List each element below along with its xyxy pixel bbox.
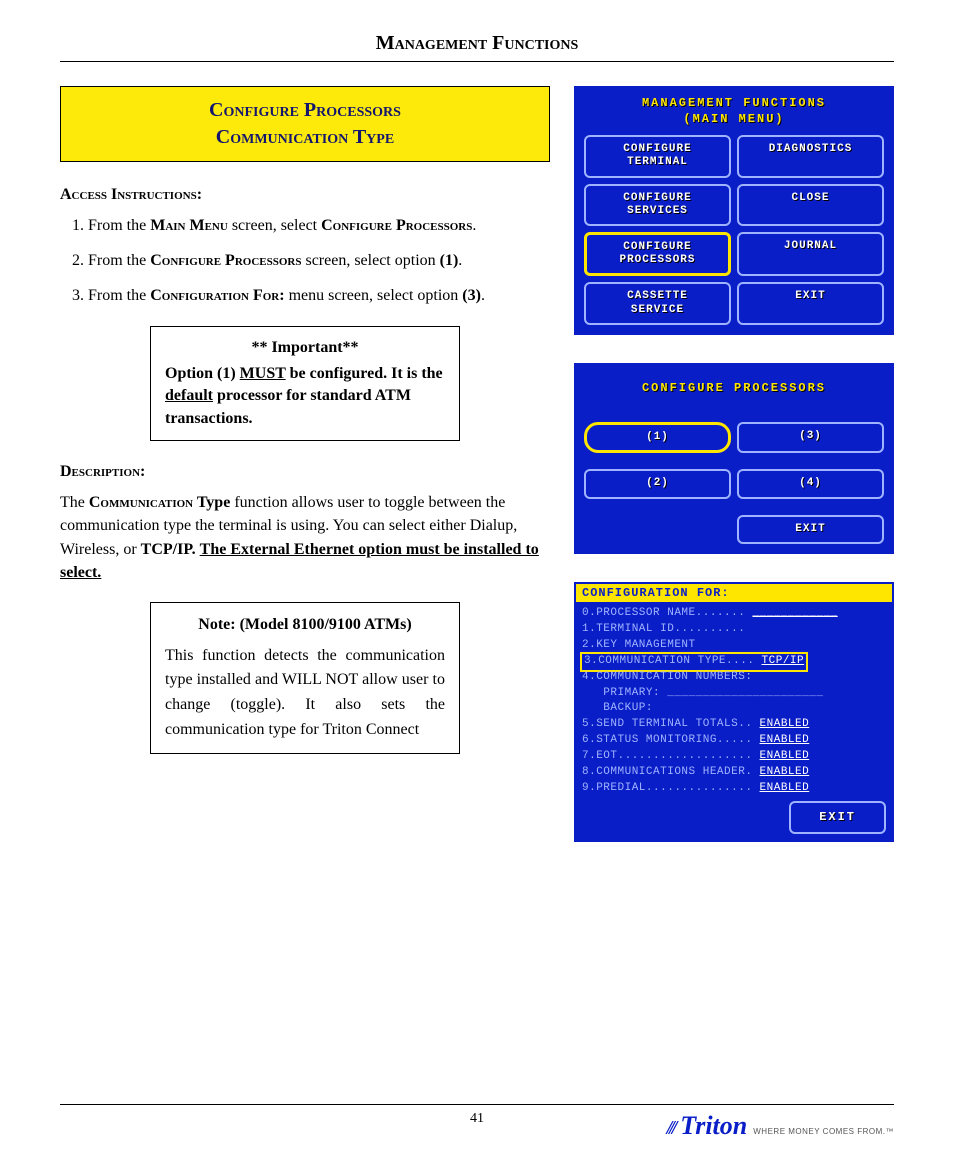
text-b: Type xyxy=(193,494,230,511)
section-title-line1: Configure Processors xyxy=(73,97,537,124)
atm-menu-button[interactable]: EXIT xyxy=(737,282,884,324)
atm-menu-button[interactable]: CONFIGURETERMINAL xyxy=(584,135,731,177)
atm1-title-l1: MANAGEMENT FUNCTIONS xyxy=(584,96,884,112)
note-title: Note: (Model 8100/9100 ATMs) xyxy=(165,613,445,638)
atm-config-line[interactable]: 8.COMMUNICATIONS HEADER. ENABLED xyxy=(582,765,886,781)
atm-config-line[interactable]: 6.STATUS MONITORING..... ENABLED xyxy=(582,733,886,749)
atm-config-line[interactable]: 2.KEY MANAGEMENT xyxy=(582,638,886,654)
atm2-button-grid: (1)(3)(2)(4) EXIT xyxy=(584,422,884,544)
description-label: Description: xyxy=(60,463,550,481)
text: . xyxy=(472,217,476,234)
atm-config-line[interactable]: 0.PROCESSOR NAME....... ____________ xyxy=(582,606,886,622)
access-step-2: From the Configure Processors screen, se… xyxy=(88,249,550,272)
text-sc: Configuration For: xyxy=(150,287,284,304)
page-header: Management Functions xyxy=(60,32,894,62)
text: be configured. It is the xyxy=(286,365,443,382)
text: menu screen, select option xyxy=(285,287,463,304)
text: screen, select option xyxy=(301,252,439,269)
important-callout: ** Important** Option (1) MUST be config… xyxy=(150,326,460,442)
text-u: default xyxy=(165,387,213,404)
page-footer: 41 /// Triton WHERE MONEY COMES FROM.™ xyxy=(60,1104,894,1141)
text: . xyxy=(481,287,485,304)
atm3-body: 0.PROCESSOR NAME....... ____________1.TE… xyxy=(576,602,892,841)
section-title-box: Configure Processors Communication Type xyxy=(60,86,550,162)
atm-option-button[interactable]: (2) xyxy=(584,469,731,498)
atm-menu-button[interactable]: DIAGNOSTICS xyxy=(737,135,884,177)
important-text: Option (1) MUST be configured. It is the… xyxy=(165,363,445,430)
atm-option-button[interactable]: (4) xyxy=(737,469,884,498)
atm3-title: CONFIGURATION FOR: xyxy=(576,584,892,602)
text-sc: Communication xyxy=(89,494,193,511)
atm-menu-button[interactable]: JOURNAL xyxy=(737,232,884,276)
atm-menu-button[interactable]: CASSETTESERVICE xyxy=(584,282,731,324)
text-b: TCP/IP. xyxy=(141,541,196,558)
brand-name: Triton xyxy=(680,1111,747,1141)
text-u: MUST xyxy=(240,365,286,382)
atm-config-line[interactable]: 3.COMMUNICATION TYPE.... TCP/IP xyxy=(582,654,886,670)
section-title-line2: Communication Type xyxy=(73,124,537,151)
text-sc: Configure Processors xyxy=(321,217,472,234)
content-columns: Configure Processors Communication Type … xyxy=(60,86,894,842)
atm-config-line[interactable]: 7.EOT................... ENABLED xyxy=(582,749,886,765)
text: From the xyxy=(88,217,150,234)
atm-exit-button[interactable]: EXIT xyxy=(789,801,886,834)
access-step-1: From the Main Menu screen, select Config… xyxy=(88,214,550,237)
atm-config-line[interactable]: 1.TERMINAL ID.......... xyxy=(582,622,886,638)
atm-screen-main-menu: MANAGEMENT FUNCTIONS (MAIN MENU) CONFIGU… xyxy=(574,86,894,335)
text-b: (1) xyxy=(440,252,459,269)
access-list: From the Main Menu screen, select Config… xyxy=(88,214,550,308)
atm-config-line[interactable]: BACKUP: xyxy=(582,701,886,717)
atm-screen-configure-processors: CONFIGURE PROCESSORS (1)(3)(2)(4) EXIT xyxy=(574,363,894,554)
atm-exit-button[interactable]: EXIT xyxy=(737,515,884,544)
atm-menu-button[interactable]: CONFIGUREPROCESSORS xyxy=(584,232,731,276)
atm-config-line[interactable]: 9.PREDIAL............... ENABLED xyxy=(582,781,886,797)
access-label: Access Instructions: xyxy=(60,186,550,204)
text: screen, select xyxy=(228,217,321,234)
text-sc: Main Menu xyxy=(150,217,228,234)
atm2-title: CONFIGURE PROCESSORS xyxy=(584,381,884,397)
text-b: (3) xyxy=(462,287,481,304)
brand-stripes-icon: /// xyxy=(667,1117,675,1140)
atm-config-line[interactable]: 5.SEND TERMINAL TOTALS.. ENABLED xyxy=(582,717,886,733)
atm-menu-button[interactable]: CONFIGURESERVICES xyxy=(584,184,731,226)
brand-tagline: WHERE MONEY COMES FROM.™ xyxy=(753,1127,894,1136)
text: . xyxy=(458,252,462,269)
left-column: Configure Processors Communication Type … xyxy=(60,86,550,842)
text: The xyxy=(60,494,89,511)
note-callout: Note: (Model 8100/9100 ATMs) This functi… xyxy=(150,602,460,754)
atm3-exit-row: EXIT xyxy=(582,801,886,834)
brand-logo: /// Triton WHERE MONEY COMES FROM.™ xyxy=(667,1111,894,1141)
text-sc: Configure Processors xyxy=(150,252,301,269)
atm-config-line[interactable]: PRIMARY: ______________________ xyxy=(582,686,886,702)
atm-menu-button[interactable]: CLOSE xyxy=(737,184,884,226)
atm-screen-configuration-for: CONFIGURATION FOR: 0.PROCESSOR NAME.....… xyxy=(574,582,894,843)
atm-option-button[interactable]: (3) xyxy=(737,422,884,453)
atm1-title: MANAGEMENT FUNCTIONS (MAIN MENU) xyxy=(584,96,884,127)
text: Option (1) xyxy=(165,365,240,382)
description-paragraph: The Communication Type function allows u… xyxy=(60,491,550,584)
text: From the xyxy=(88,287,150,304)
important-title: ** Important** xyxy=(165,337,445,359)
text: From the xyxy=(88,252,150,269)
atm-option-button[interactable]: (1) xyxy=(584,422,731,453)
atm1-title-l2: (MAIN MENU) xyxy=(584,112,884,128)
atm1-button-grid: CONFIGURETERMINALDIAGNOSTICSCONFIGURESER… xyxy=(584,135,884,325)
note-text: This function detects the communication … xyxy=(165,644,445,743)
access-step-3: From the Configuration For: menu screen,… xyxy=(88,284,550,307)
atm-config-line[interactable]: 4.COMMUNICATION NUMBERS: xyxy=(582,670,886,686)
page-number: 41 xyxy=(470,1111,484,1127)
right-column: MANAGEMENT FUNCTIONS (MAIN MENU) CONFIGU… xyxy=(574,86,894,842)
